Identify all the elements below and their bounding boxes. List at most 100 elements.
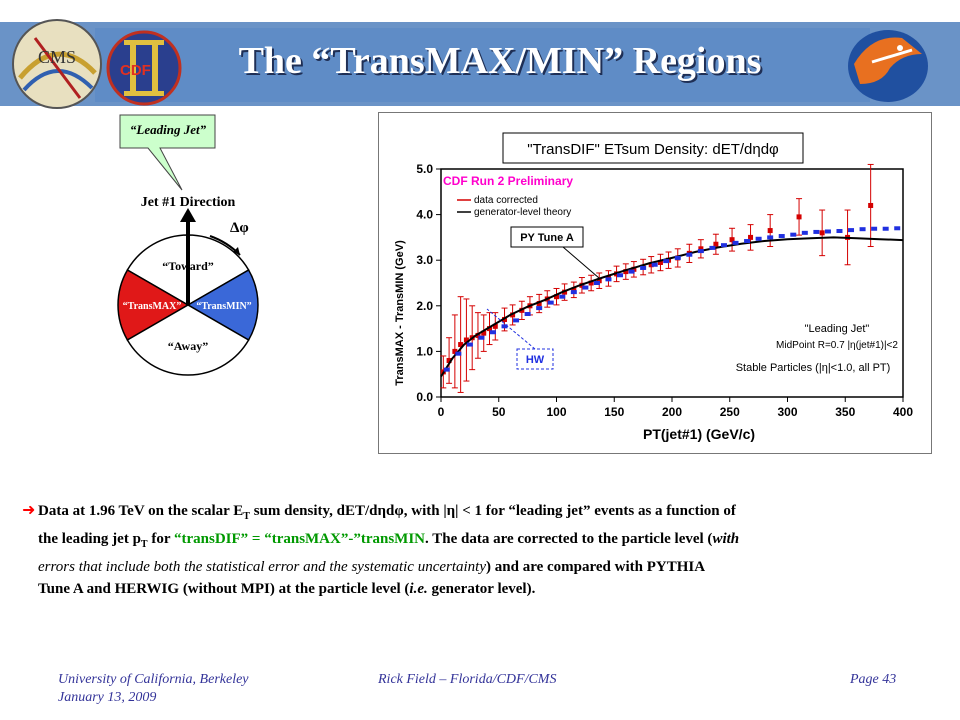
hw-point <box>651 262 658 267</box>
hw-point <box>894 226 901 231</box>
cdf-logo: CDF <box>106 30 182 106</box>
data-point <box>631 266 637 272</box>
hw-point <box>524 312 531 317</box>
footer-page: Page 43 <box>850 672 897 687</box>
data-point <box>596 278 602 284</box>
y-tick-label: 5.0 <box>416 162 433 176</box>
hw-point <box>570 290 577 295</box>
hw-point <box>536 306 543 311</box>
toward-label: “Toward” <box>162 259 214 273</box>
jet-direction-label: Jet #1 Direction <box>141 195 236 210</box>
transmin-sector <box>186 268 259 342</box>
hw-point <box>628 269 635 274</box>
data-point <box>487 326 493 332</box>
data-point <box>648 262 654 268</box>
chart: "TransDIF" ETsum Density: dET/dηdφ 0 50 10… <box>394 132 913 442</box>
cdf-logo-text: CDF <box>120 62 151 79</box>
data-point <box>446 358 452 364</box>
x-tick-label: 200 <box>662 405 682 419</box>
hw-point <box>489 330 496 335</box>
x-tick-label: 300 <box>777 405 797 419</box>
y-tick-label: 4.0 <box>416 208 433 222</box>
hw-point <box>663 259 670 264</box>
x-tick-label: 350 <box>835 405 855 419</box>
region-diagram: “Leading Jet” Jet #1 Direction Δφ “Towar… <box>117 114 259 376</box>
chart-frame: "TransDIF" ETsum Density: dET/dηdφ 0 50 10… <box>378 112 932 454</box>
body-paragraph: Data at 1.96 TeV on the scalar ET sum de… <box>38 503 740 597</box>
hw-point <box>617 273 624 278</box>
legend-theory-text: generator-level theory <box>474 207 571 218</box>
data-point <box>510 312 516 318</box>
hw-point <box>767 235 774 240</box>
x-tick-label: 250 <box>720 405 740 419</box>
x-tick-label: 0 <box>438 405 445 419</box>
data-point <box>475 332 481 338</box>
hw-point <box>882 226 889 231</box>
cms-logo: CMS <box>12 19 102 109</box>
hw-point <box>443 367 450 372</box>
x-tick-label: 100 <box>546 405 566 419</box>
x-tick-label: 400 <box>893 405 913 419</box>
data-point <box>554 294 559 300</box>
hw-point <box>640 265 647 270</box>
y-tick-label: 1.0 <box>416 344 433 358</box>
data-point <box>729 237 735 243</box>
data-point <box>748 234 754 240</box>
data-point <box>458 342 464 348</box>
footer-university: University of California, Berkeley <box>58 672 249 687</box>
data-point <box>657 259 663 265</box>
footer-date: January 13, 2009 <box>58 690 157 705</box>
hw-point <box>790 232 797 237</box>
pytune-box <box>510 226 584 248</box>
chart-title: "TransDIF" ETsum Density: dET/dηdφ <box>527 141 779 158</box>
hw-point <box>709 245 716 250</box>
y-tick-label: 3.0 <box>416 253 433 267</box>
data-point <box>819 230 825 236</box>
data-point <box>796 214 802 220</box>
pytune-label: PY Tune A <box>520 232 574 244</box>
hw-label: HW <box>526 354 545 366</box>
x-tick-label: 150 <box>604 405 624 419</box>
cms-logo-text: CMS <box>38 47 76 67</box>
data-point <box>481 330 487 336</box>
florida-logo <box>848 30 928 102</box>
cut1-label: "Leading Jet" <box>805 323 870 335</box>
hw-point <box>559 294 566 299</box>
transmax-sector <box>117 268 190 342</box>
hw-point <box>605 277 612 282</box>
cut2-label: MidPoint R=0.7 |η(jet#1)|<2 <box>776 340 898 351</box>
hw-point <box>593 281 600 285</box>
data-point <box>623 269 629 275</box>
hw-point <box>513 318 520 323</box>
hw-point <box>547 300 554 305</box>
hw-point <box>455 351 462 356</box>
hw-point <box>813 229 820 234</box>
data-point <box>452 348 458 354</box>
hw-point <box>686 252 693 257</box>
transmin-label: “TransMIN” <box>196 301 251 312</box>
data-point <box>536 301 542 307</box>
title-inner <box>95 28 870 102</box>
transmax-label: “TransMAX” <box>123 301 182 312</box>
pytune-line <box>440 236 904 378</box>
hw-point <box>836 229 843 234</box>
hw-point <box>720 243 727 248</box>
bullet-arrow-icon: ➜ <box>22 502 36 519</box>
hw-point <box>859 227 866 232</box>
data-point <box>698 246 704 252</box>
y-tick-label: 0.0 <box>416 390 433 404</box>
chart-title-box <box>502 132 804 164</box>
footer-author: Rick Field – Florida/CDF/CMS <box>378 672 557 687</box>
legend-data-text: data corrected <box>474 195 538 206</box>
callout-bubble <box>119 114 216 191</box>
slide-title: The “TransMAX/MIN” Regions <box>238 40 762 82</box>
hw-point <box>466 342 473 347</box>
data-point <box>713 241 719 247</box>
data-point <box>492 323 498 329</box>
hw-point <box>732 240 739 245</box>
delta-phi-label: Δφ <box>230 220 249 236</box>
hw-point <box>582 285 589 290</box>
cut3-label: Stable Particles (|η|<1.0, all PT) <box>736 362 891 374</box>
transdif-formula: “transDIF” = “transMAX”-”transMIN <box>173 531 426 547</box>
hw-point <box>478 335 485 340</box>
